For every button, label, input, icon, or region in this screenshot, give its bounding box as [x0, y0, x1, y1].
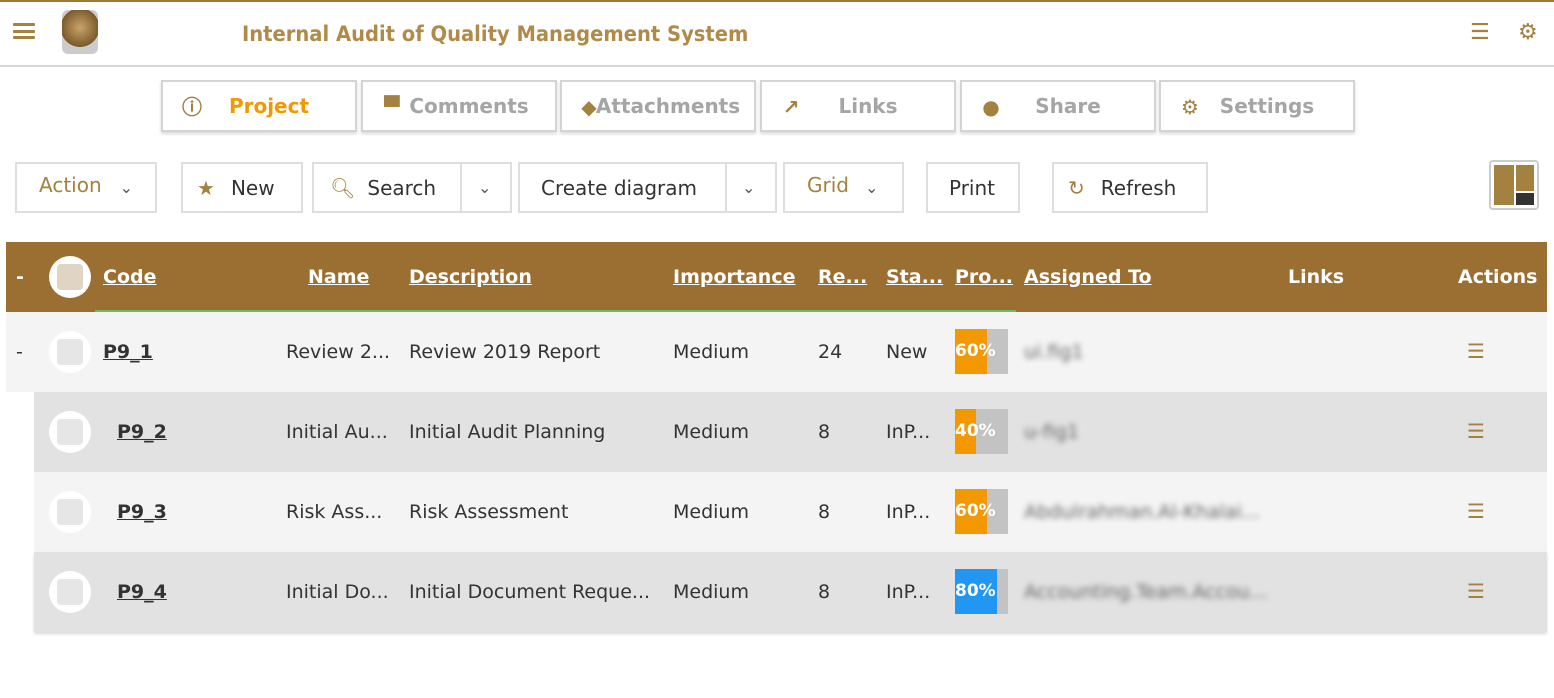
chevron-down-icon: ⌄ — [119, 178, 134, 197]
tag-icon: ◆ — [581, 95, 597, 119]
app-header: Internal Audit of Quality Management Sys… — [0, 2, 1554, 67]
table-row[interactable]: - P9_1 Review 2... Review 2019 Report Me… — [6, 312, 1547, 392]
chevron-down-icon: ⌄ — [864, 178, 879, 197]
re-cell: 8 — [818, 501, 831, 523]
top-accent-line — [0, 0, 1554, 2]
collapse-all-toggle[interactable]: - — [16, 266, 24, 288]
re-cell: 8 — [818, 421, 831, 443]
refresh-button[interactable]: ↻ Refresh — [1052, 162, 1208, 213]
code-link[interactable]: P9_1 — [103, 341, 153, 363]
progress-label: 80% — [955, 581, 996, 601]
menu-icon[interactable] — [13, 23, 35, 39]
progress-bar: 60% — [955, 489, 1008, 534]
progress-bar: 80% — [955, 569, 1008, 614]
col-code[interactable]: Code — [103, 266, 157, 288]
row-actions-list-icon[interactable]: ☰ — [1467, 339, 1485, 363]
info-icon: ⓘ — [182, 95, 202, 119]
tab-links[interactable]: ↗ Links — [760, 80, 956, 132]
name-cell: Initial Au... — [286, 421, 388, 443]
print-button[interactable]: Print — [926, 162, 1020, 213]
layout-toggle-icon[interactable] — [1489, 160, 1539, 210]
assigned-to-cell: u-fig1 — [1024, 421, 1080, 443]
page-title: Internal Audit of Quality Management Sys… — [242, 22, 749, 46]
user-icon: ● — [982, 95, 1000, 119]
row-actions-list-icon[interactable]: ☰ — [1467, 419, 1485, 443]
row-checkbox[interactable] — [49, 571, 91, 613]
name-cell: Review 2... — [286, 341, 391, 363]
progress-bar: 60% — [955, 329, 1008, 374]
assigned-to-cell: Abdulrahman.Al-Khalai... — [1024, 501, 1260, 523]
refresh-icon: ↻ — [1068, 175, 1085, 200]
emblem-logo — [62, 10, 98, 54]
importance-cell: Medium — [673, 501, 749, 523]
tab-attachments[interactable]: ◆ Attachments — [560, 80, 756, 132]
status-cell: InP... — [886, 581, 931, 603]
col-links: Links — [1288, 266, 1345, 288]
col-status[interactable]: Sta... — [886, 266, 944, 288]
gear-icon: ⚙ — [1181, 95, 1199, 119]
description-cell: Risk Assessment — [409, 501, 569, 523]
search-button[interactable]: 🔍︎ Search ⌄ — [312, 162, 512, 213]
progress-label: 60% — [955, 341, 996, 361]
grid-dropdown[interactable]: Grid ⌄ — [783, 162, 904, 213]
code-link[interactable]: P9_3 — [117, 501, 167, 523]
table-row[interactable]: P9_4 Initial Do... Initial Document Requ… — [34, 552, 1547, 632]
table-header: - Code Name Description Importance Re...… — [6, 242, 1547, 312]
action-dropdown[interactable]: Action ⌄ — [15, 162, 157, 213]
comment-icon: ▀ — [384, 95, 400, 119]
row-actions-list-icon[interactable]: ☰ — [1467, 579, 1485, 603]
row-toggle[interactable]: - — [16, 341, 23, 363]
assigned-to-cell: Accounting.Team.Accou... — [1024, 581, 1268, 603]
status-cell: New — [886, 341, 928, 363]
tab-comments[interactable]: ▀ Comments — [361, 80, 557, 132]
code-link[interactable]: P9_4 — [117, 581, 167, 603]
name-cell: Risk Ass... — [286, 501, 383, 523]
row-checkbox[interactable] — [49, 411, 91, 453]
col-actions: Actions — [1458, 266, 1538, 288]
assigned-to-cell: ui.fig1 — [1024, 341, 1084, 363]
row-actions-list-icon[interactable]: ☰ — [1467, 499, 1485, 523]
progress-label: 40% — [955, 421, 996, 441]
progress-label: 60% — [955, 501, 996, 521]
row-checkbox[interactable] — [49, 491, 91, 533]
tab-share[interactable]: ● Share — [960, 80, 1156, 132]
col-progress[interactable]: Pro... — [955, 266, 1014, 288]
importance-cell: Medium — [673, 421, 749, 443]
chevron-down-icon[interactable]: ⌄ — [742, 178, 756, 197]
name-cell: Initial Do... — [286, 581, 389, 603]
search-icon: 🔍︎ — [330, 175, 356, 200]
col-name[interactable]: Name — [308, 266, 370, 288]
col-assigned-to[interactable]: Assigned To — [1024, 266, 1152, 288]
chevron-down-icon[interactable]: ⌄ — [478, 178, 492, 197]
share-out-icon: ↗ — [782, 95, 800, 119]
progress-bar: 40% — [955, 409, 1008, 454]
status-cell: InP... — [886, 501, 931, 523]
col-description[interactable]: Description — [409, 266, 532, 288]
importance-cell: Medium — [673, 341, 749, 363]
gear-icon[interactable]: ⚙ — [1518, 20, 1538, 45]
re-cell: 8 — [818, 581, 831, 603]
status-cell: InP... — [886, 421, 931, 443]
logo-text — [105, 14, 235, 50]
re-cell: 24 — [818, 341, 843, 363]
new-button[interactable]: ★ New — [181, 162, 303, 213]
col-importance[interactable]: Importance — [673, 266, 796, 288]
description-cell: Initial Audit Planning — [409, 421, 606, 443]
col-re[interactable]: Re... — [818, 266, 868, 288]
row-checkbox[interactable] — [49, 331, 91, 373]
select-all-checkbox[interactable] — [49, 256, 91, 298]
star-icon: ★ — [197, 175, 215, 200]
description-cell: Review 2019 Report — [409, 341, 601, 363]
tab-project[interactable]: ⓘ Project — [161, 80, 357, 132]
importance-cell: Medium — [673, 581, 749, 603]
header-accent-line — [95, 310, 1016, 313]
create-diagram-button[interactable]: Create diagram ⌄ — [518, 162, 777, 213]
code-link[interactable]: P9_2 — [117, 421, 167, 443]
table-row[interactable]: P9_3 Risk Ass... Risk Assessment Medium … — [34, 472, 1547, 552]
list-icon[interactable]: ☰ — [1470, 20, 1490, 45]
table-row[interactable]: P9_2 Initial Au... Initial Audit Plannin… — [34, 392, 1547, 472]
description-cell: Initial Document Reque... — [409, 581, 651, 603]
tab-settings[interactable]: ⚙ Settings — [1159, 80, 1355, 132]
